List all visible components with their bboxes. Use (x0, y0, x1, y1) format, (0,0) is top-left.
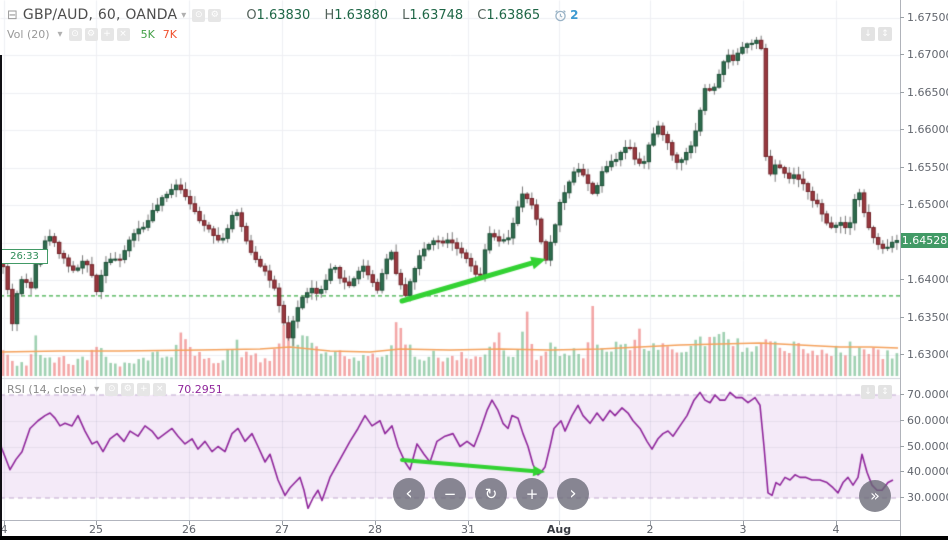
close-value: 1.63865 (486, 7, 541, 23)
rsi-indicator-label[interactable]: RSI (14, close) (7, 383, 87, 396)
chevron-down-icon[interactable]: ▾ (57, 29, 63, 40)
price-axis-label: 1.67500 (900, 12, 948, 24)
zoom-out-button[interactable]: − (434, 478, 466, 510)
gear-icon[interactable]: ⚙ (208, 8, 222, 22)
time-axis-label: 2 (646, 523, 654, 536)
time-axis-label: 4 (0, 523, 8, 536)
time-axis-tick (4, 521, 5, 525)
alarm-clock-icon (555, 9, 566, 21)
time-axis-label: 4 (832, 523, 840, 536)
eye-icon[interactable]: ⊙ (105, 383, 119, 396)
time-axis-label: 27 (275, 523, 289, 536)
low-value: 1.63748 (409, 7, 464, 23)
price-axis-label: 1.64000 (900, 274, 948, 286)
time-axis-label: 31 (461, 523, 475, 536)
plus-icon[interactable]: + (100, 28, 114, 41)
high-label: H (324, 7, 335, 23)
volume-down-value: 7K (162, 28, 178, 41)
time-axis-tick (743, 521, 744, 525)
price-axis-label: 1.66000 (900, 124, 948, 136)
rsi-axis-label: 40.0000 (900, 466, 948, 478)
alert-badge[interactable]: 2 (554, 8, 579, 22)
time-axis-tick (282, 521, 283, 525)
rsi-pane-controls: ↓ ↕ (861, 385, 892, 399)
low-label: L (402, 7, 410, 23)
symbol-title[interactable]: GBP/AUD, 60, OANDA (22, 7, 178, 23)
reset-zoom-button[interactable]: ↻ (475, 478, 507, 510)
ohlc-values: O1.63830 H1.63880 L1.63748 C1.63865 (236, 8, 540, 23)
eye-icon[interactable]: ⊙ (68, 28, 82, 41)
chevron-down-icon[interactable]: ▾ (181, 9, 187, 21)
close-label: C (477, 7, 487, 23)
time-axis-label: 3 (739, 523, 747, 536)
rsi-axis-label: 60.0000 (900, 414, 948, 427)
main-pane-controls: ↓ ↕ (861, 27, 892, 41)
time-axis-tick (189, 521, 190, 525)
volume-legend: Vol (20) ▾ ⊙ ⚙ + × 5K 7K (7, 28, 177, 41)
time-axis-tick (468, 521, 469, 525)
resize-pane-icon[interactable]: ↕ (878, 27, 892, 41)
bar-countdown: 26:33 (1, 249, 48, 265)
time-axis-label: 28 (368, 523, 382, 536)
high-value: 1.63880 (334, 7, 388, 23)
rsi-legend: RSI (14, close) ▾ ⊙ ⚙ + × 70.2951 (7, 383, 223, 396)
plus-icon[interactable]: + (137, 383, 151, 396)
chevron-down-icon[interactable]: ▾ (94, 384, 100, 395)
open-value: 1.63830 (256, 7, 311, 23)
time-axis-tick (375, 521, 376, 525)
time-axis-tick (96, 521, 97, 525)
volume-up-value: 5K (140, 28, 155, 41)
window-bottom-edge (0, 536, 948, 540)
time-axis-tick (650, 521, 651, 525)
close-icon[interactable]: × (116, 28, 130, 41)
time-axis[interactable]: 4 25 26 27 28 31 Aug 2 3 4 (0, 520, 948, 537)
resize-pane-icon[interactable]: ↕ (878, 385, 892, 399)
main-legend: ⊟ GBP/AUD, 60, OANDA ▾ ⊙ ⚙ O1.63830 H1.6… (7, 7, 579, 23)
gear-icon[interactable]: ⚙ (121, 383, 135, 396)
eye-icon[interactable]: ⊙ (192, 8, 206, 22)
volume-indicator-label[interactable]: Vol (20) (7, 28, 50, 41)
last-price-badge: 1.64528 (901, 233, 948, 249)
zoom-in-button[interactable]: + (516, 478, 548, 510)
price-axis[interactable]: 1.67500 1.67000 1.66500 1.66000 1.65500 1.650… (900, 0, 948, 536)
price-axis-label: 1.66500 (900, 86, 948, 99)
scroll-right-button[interactable]: › (557, 478, 589, 510)
price-axis-label: 1.65500 (900, 161, 948, 174)
open-label: O (246, 7, 257, 23)
price-axis-label: 1.63500 (900, 311, 948, 324)
move-pane-down-icon[interactable]: ↓ (861, 27, 875, 41)
time-axis-label: Aug (546, 523, 572, 536)
chart-canvas[interactable] (0, 0, 900, 536)
price-axis-label: 1.63000 (900, 349, 948, 361)
rsi-axis-label: 50.0000 (900, 440, 948, 453)
move-pane-down-icon[interactable]: ↓ (861, 385, 875, 399)
rsi-axis-label: 70.0000 (900, 389, 948, 401)
time-axis-label: 25 (89, 523, 103, 536)
rsi-axis-label: 30.0000 (900, 492, 948, 504)
alert-count: 2 (570, 8, 579, 22)
price-axis-label: 1.67000 (900, 49, 948, 61)
time-axis-label: 26 (182, 523, 196, 536)
price-axis-label: 1.65000 (900, 199, 948, 211)
collapse-pane-icon[interactable]: ⊟ (7, 7, 18, 23)
chart-navbar: ‹ − ↻ + › (393, 478, 589, 510)
window-left-edge (0, 55, 2, 536)
rsi-value: 70.2951 (177, 383, 223, 396)
time-axis-tick (836, 521, 837, 525)
scroll-left-button[interactable]: ‹ (393, 478, 425, 510)
gear-icon[interactable]: ⚙ (84, 28, 98, 41)
go-to-realtime-button[interactable]: » (859, 480, 891, 512)
close-icon[interactable]: × (153, 383, 167, 396)
time-axis-tick (559, 521, 560, 525)
